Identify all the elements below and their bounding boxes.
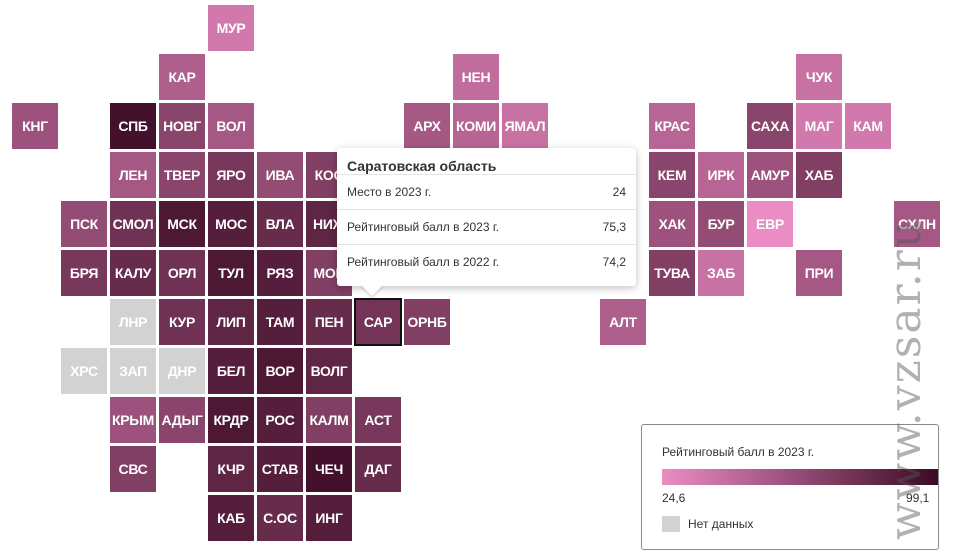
legend-gradient-bar: [662, 469, 938, 485]
region-tile[interactable]: ХАБ: [796, 152, 842, 198]
region-tile[interactable]: ТВЕР: [159, 152, 205, 198]
region-tile[interactable]: МОС: [208, 201, 254, 247]
region-tile[interactable]: ЯРО: [208, 152, 254, 198]
region-tile[interactable]: СТАВ: [257, 446, 303, 492]
region-tile[interactable]: МУР: [208, 5, 254, 51]
legend-no-data-swatch: [662, 516, 680, 532]
region-tile[interactable]: ВОЛГ: [306, 348, 352, 394]
region-tile[interactable]: СПБ: [110, 103, 156, 149]
region-tile[interactable]: ДАГ: [355, 446, 401, 492]
region-tile[interactable]: ЧУК: [796, 54, 842, 100]
region-tile[interactable]: ЗАП: [110, 348, 156, 394]
region-tile[interactable]: АЛТ: [600, 299, 646, 345]
region-tile[interactable]: КРАС: [649, 103, 695, 149]
tooltip-row-label: Рейтинговый балл в 2022 г.: [347, 255, 500, 269]
region-tile[interactable]: НЕН: [453, 54, 499, 100]
region-tile[interactable]: ПЕН: [306, 299, 352, 345]
region-tile[interactable]: ЛИП: [208, 299, 254, 345]
tooltip-row-label: Место в 2023 г.: [347, 185, 432, 199]
region-tile[interactable]: ОРНБ: [404, 299, 450, 345]
region-tile[interactable]: ЕВР: [747, 201, 793, 247]
region-tile[interactable]: ЯМАЛ: [502, 103, 548, 149]
region-tile[interactable]: СМОЛ: [110, 201, 156, 247]
region-tile[interactable]: ИНГ: [306, 495, 352, 541]
region-tile[interactable]: БУР: [698, 201, 744, 247]
region-tile[interactable]: СВС: [110, 446, 156, 492]
region-tile[interactable]: АСТ: [355, 397, 401, 443]
region-tile[interactable]: ПСК: [61, 201, 107, 247]
region-tile[interactable]: КАР: [159, 54, 205, 100]
region-tile[interactable]: КАБ: [208, 495, 254, 541]
region-tile[interactable]: ВОР: [257, 348, 303, 394]
tooltip-arrow: [361, 285, 383, 296]
region-tile[interactable]: ИВА: [257, 152, 303, 198]
tooltip-row-score-2022: Рейтинговый балл в 2022 г. 74,2: [337, 244, 636, 279]
region-tile[interactable]: ИРК: [698, 152, 744, 198]
region-tile[interactable]: ТАМ: [257, 299, 303, 345]
region-tile[interactable]: КРДР: [208, 397, 254, 443]
region-tile[interactable]: КАЛМ: [306, 397, 352, 443]
region-tile[interactable]: ХАК: [649, 201, 695, 247]
region-tile[interactable]: ЧЕЧ: [306, 446, 352, 492]
region-tile[interactable]: БЕЛ: [208, 348, 254, 394]
region-tile[interactable]: МСК: [159, 201, 205, 247]
region-tile[interactable]: ВЛА: [257, 201, 303, 247]
region-tile[interactable]: ОРЛ: [159, 250, 205, 296]
region-tile[interactable]: КАМ: [845, 103, 891, 149]
region-tile[interactable]: ТУВА: [649, 250, 695, 296]
region-tile[interactable]: АМУР: [747, 152, 793, 198]
legend-no-data-label: Нет данных: [688, 517, 754, 531]
region-tile[interactable]: ТУЛ: [208, 250, 254, 296]
region-tile[interactable]: ХРС: [61, 348, 107, 394]
legend-title: Рейтинговый балл в 2023 г.: [662, 445, 815, 459]
region-tile[interactable]: ВОЛ: [208, 103, 254, 149]
region-tile[interactable]: ЛЕН: [110, 152, 156, 198]
legend-min-label: 24,6: [662, 491, 686, 505]
region-tile[interactable]: КОМИ: [453, 103, 499, 149]
region-tile[interactable]: АРХ: [404, 103, 450, 149]
tooltip-row-value: 74,2: [602, 255, 626, 269]
region-tile[interactable]: КУР: [159, 299, 205, 345]
region-tile[interactable]: С.ОС: [257, 495, 303, 541]
region-tile[interactable]: КЕМ: [649, 152, 695, 198]
tooltip-row-label: Рейтинговый балл в 2023 г.: [347, 220, 500, 234]
region-tile[interactable]: ПРИ: [796, 250, 842, 296]
region-tile[interactable]: ЗАБ: [698, 250, 744, 296]
region-tile[interactable]: КРЫМ: [110, 397, 156, 443]
legend-max-label: 99,1: [906, 491, 930, 505]
tooltip-row-value: 24: [612, 185, 626, 199]
region-tile[interactable]: АДЫГ: [159, 397, 205, 443]
region-tile[interactable]: РЯЗ: [257, 250, 303, 296]
tooltip-row-score-2023: Рейтинговый балл в 2023 г. 75,3: [337, 209, 636, 244]
tooltip-title: Саратовская область: [347, 158, 497, 174]
region-tooltip: Саратовская область Место в 2023 г. 24 Р…: [337, 148, 636, 296]
region-tile[interactable]: СХЛН: [894, 201, 940, 247]
region-tile[interactable]: САХА: [747, 103, 793, 149]
region-tile[interactable]: КНГ: [12, 103, 58, 149]
region-tile[interactable]: КАЛУ: [110, 250, 156, 296]
region-tile[interactable]: РОС: [257, 397, 303, 443]
region-tile[interactable]: БРЯ: [61, 250, 107, 296]
watermark: www.vzsar.ru: [880, 217, 931, 540]
region-tile[interactable]: КЧР: [208, 446, 254, 492]
region-tile[interactable]: ЛНР: [110, 299, 156, 345]
tooltip-row-rank: Место в 2023 г. 24: [337, 174, 636, 209]
tooltip-row-value: 75,3: [602, 220, 626, 234]
region-tile[interactable]: НОВГ: [159, 103, 205, 149]
region-tile[interactable]: САР: [354, 298, 402, 346]
color-legend: Рейтинговый балл в 2023 г. 24,6 99,1 Нет…: [641, 424, 939, 550]
region-tile[interactable]: ДНР: [159, 348, 205, 394]
region-tile[interactable]: МАГ: [796, 103, 842, 149]
